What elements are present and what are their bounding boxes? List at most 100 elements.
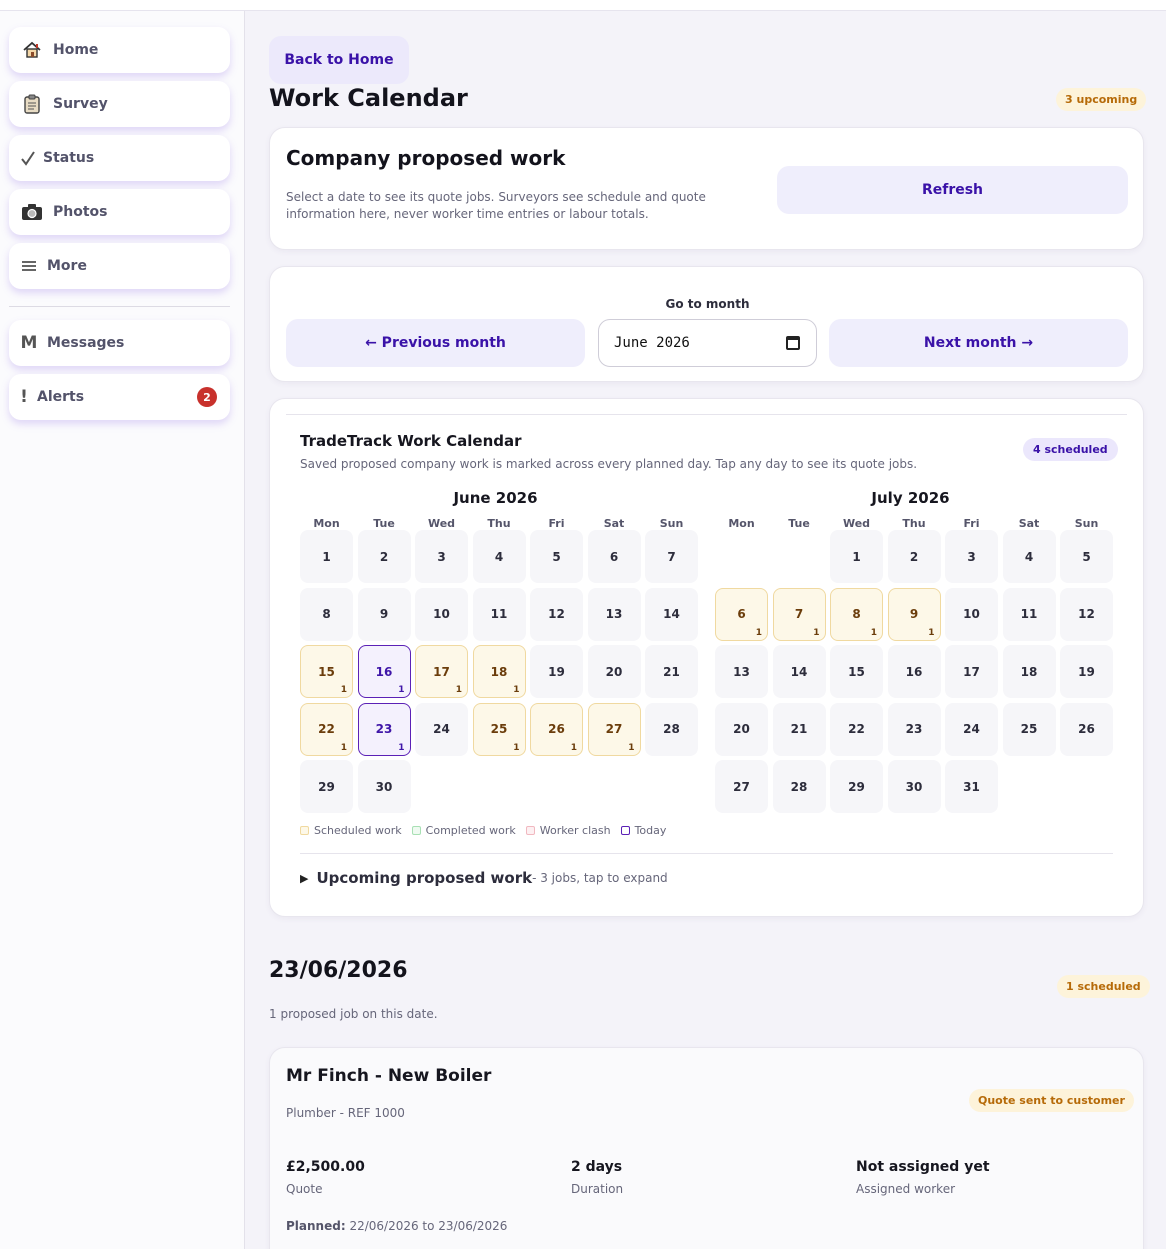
calendar-day[interactable]: 11 (472, 587, 526, 641)
calendar-day[interactable]: 23 (887, 702, 941, 756)
sidebar-item-messages[interactable]: M Messages (9, 320, 230, 366)
calendar-day[interactable]: 21 (772, 702, 826, 756)
calendar-day-number: 26 (1078, 722, 1095, 736)
calendar-day[interactable]: 30 (887, 760, 941, 813)
calendar-day[interactable]: 28 (645, 702, 698, 756)
job-card[interactable]: Mr Finch - New Boiler Quote sent to cust… (269, 1047, 1144, 1249)
calendar-day[interactable]: 27 1 (587, 702, 641, 756)
calendar-day[interactable]: 14 (772, 645, 826, 698)
weekday-label: Mon (728, 517, 755, 530)
calendar-day[interactable]: 15 (830, 645, 883, 698)
calendar-day-number: 27 (733, 779, 750, 794)
calendar-day-number: 21 (790, 722, 808, 736)
calendar-card: TradeTrack Work Calendar Saved proposed … (269, 398, 1144, 917)
calendar-day[interactable]: 7 (645, 530, 698, 583)
weekday-label: Thu (487, 517, 511, 530)
legend-item-completed: Completed work (411, 824, 516, 837)
refresh-button[interactable]: Refresh (777, 166, 1128, 214)
calendar-day[interactable]: 13 (587, 587, 641, 641)
triangle-right-icon: ▶ (300, 871, 309, 885)
calendar-day[interactable]: 10 (415, 587, 468, 641)
calendar-day[interactable]: 5 (530, 530, 583, 583)
calendar-day[interactable]: 1 (830, 530, 883, 583)
calendar-day[interactable]: 14 (645, 587, 698, 641)
calendar-day[interactable]: 9 (357, 587, 411, 641)
calendar-day[interactable]: 4 (1002, 530, 1056, 583)
calendar-day[interactable]: 2 (887, 530, 941, 583)
back-to-home-button[interactable]: Back to Home (269, 36, 409, 84)
calendar-day[interactable]: 19 (530, 645, 583, 698)
calendar-day[interactable]: 20 (587, 645, 641, 698)
calendar-day[interactable]: 24 (415, 702, 468, 756)
sidebar-item-label: Messages (47, 335, 125, 351)
calendar-day[interactable]: 31 (945, 760, 998, 813)
calendar-day-number: 11 (490, 607, 508, 621)
calendar-day[interactable]: 13 (715, 645, 768, 698)
calendar-day[interactable]: 17 1 (415, 645, 468, 698)
sidebar-item-status[interactable]: Status (9, 135, 230, 181)
calendar-day[interactable]: 16 1 (357, 645, 411, 698)
calendar-day[interactable]: 24 (945, 702, 998, 756)
calendar-day[interactable]: 12 (1060, 587, 1113, 641)
calendar-day[interactable]: 26 1 (530, 702, 583, 756)
month-input-value: June 2026 (614, 335, 690, 351)
calendar-day[interactable]: 5 (1060, 530, 1113, 583)
calendar-day[interactable]: 18 (1002, 645, 1056, 698)
calendar-day-number: 12 (1078, 607, 1095, 621)
calendar-day[interactable]: 3 (415, 530, 468, 583)
sidebar-item-alerts[interactable]: ! Alerts 2 (9, 374, 230, 420)
calendar-day[interactable]: 3 (945, 530, 998, 583)
calendar-day[interactable]: 2 (357, 530, 411, 583)
calendar-day[interactable]: 11 (1002, 587, 1056, 641)
calendar-day[interactable]: 29 (300, 760, 353, 813)
calendar-day[interactable]: 12 (530, 587, 583, 641)
calendar-day[interactable]: 29 (830, 760, 883, 813)
calendar-day[interactable]: 19 (1060, 645, 1113, 698)
calendar-day[interactable]: 22 (830, 702, 883, 756)
calendar-day[interactable]: 1 (300, 530, 353, 583)
calendar-day[interactable]: 15 1 (300, 645, 353, 698)
proposed-work-title: Company proposed work (286, 146, 566, 170)
calendar-day-job-count: 1 (570, 742, 577, 753)
calendar-day[interactable]: 28 (772, 760, 826, 813)
sidebar-item-survey[interactable]: Survey (9, 81, 230, 127)
calendar-day[interactable]: 21 (645, 645, 698, 698)
sidebar-item-home[interactable]: Home (9, 27, 230, 73)
calendar-day[interactable]: 23 1 (357, 702, 411, 756)
calendar-day-job-count: 1 (928, 627, 935, 638)
calendar-day[interactable]: 17 (945, 645, 998, 698)
planned-value: 22/06/2026 to 23/06/2026 (345, 1219, 508, 1233)
calendar-day[interactable]: 22 1 (300, 702, 353, 756)
selected-date-summary: 1 proposed job on this date. (269, 1007, 438, 1021)
sidebar-item-more[interactable]: More (9, 243, 230, 289)
quote-label: Quote (286, 1182, 323, 1196)
calendar-day[interactable]: 25 (1002, 702, 1056, 756)
calendar-day[interactable]: 18 1 (472, 645, 526, 698)
calendar-day-number: 27 (605, 722, 623, 736)
calendar-day[interactable]: 8 (300, 587, 353, 641)
calendar-day-number: 16 (905, 664, 923, 679)
upcoming-proposed-toggle[interactable]: ▶ Upcoming proposed work - 3 jobs, tap t… (300, 869, 668, 887)
calendar-day-number: 18 (1020, 664, 1038, 679)
calendar-day[interactable]: 6 (587, 530, 641, 583)
calendar-day[interactable]: 26 (1060, 702, 1113, 756)
calendar-day[interactable]: 16 (887, 645, 941, 698)
calendar-day-number: 2 (379, 549, 389, 564)
calendar-day-job-count: 1 (513, 685, 520, 695)
calendar-day[interactable]: 30 (357, 760, 411, 813)
previous-month-button[interactable]: ← Previous month (286, 319, 585, 367)
calendar-day[interactable]: 20 (715, 702, 768, 756)
month-input[interactable]: June 2026 (598, 319, 817, 367)
next-month-button[interactable]: Next month → (829, 319, 1128, 367)
calendar-icon[interactable] (786, 336, 800, 350)
sidebar-item-photos[interactable]: Photos (9, 189, 230, 235)
calendar-day[interactable]: 25 1 (472, 702, 526, 756)
calendar-day[interactable]: 27 (715, 760, 768, 813)
calendar-day[interactable]: 4 (472, 530, 526, 583)
calendar-day[interactable]: 10 (945, 587, 998, 641)
calendar-title: TradeTrack Work Calendar (300, 432, 522, 450)
